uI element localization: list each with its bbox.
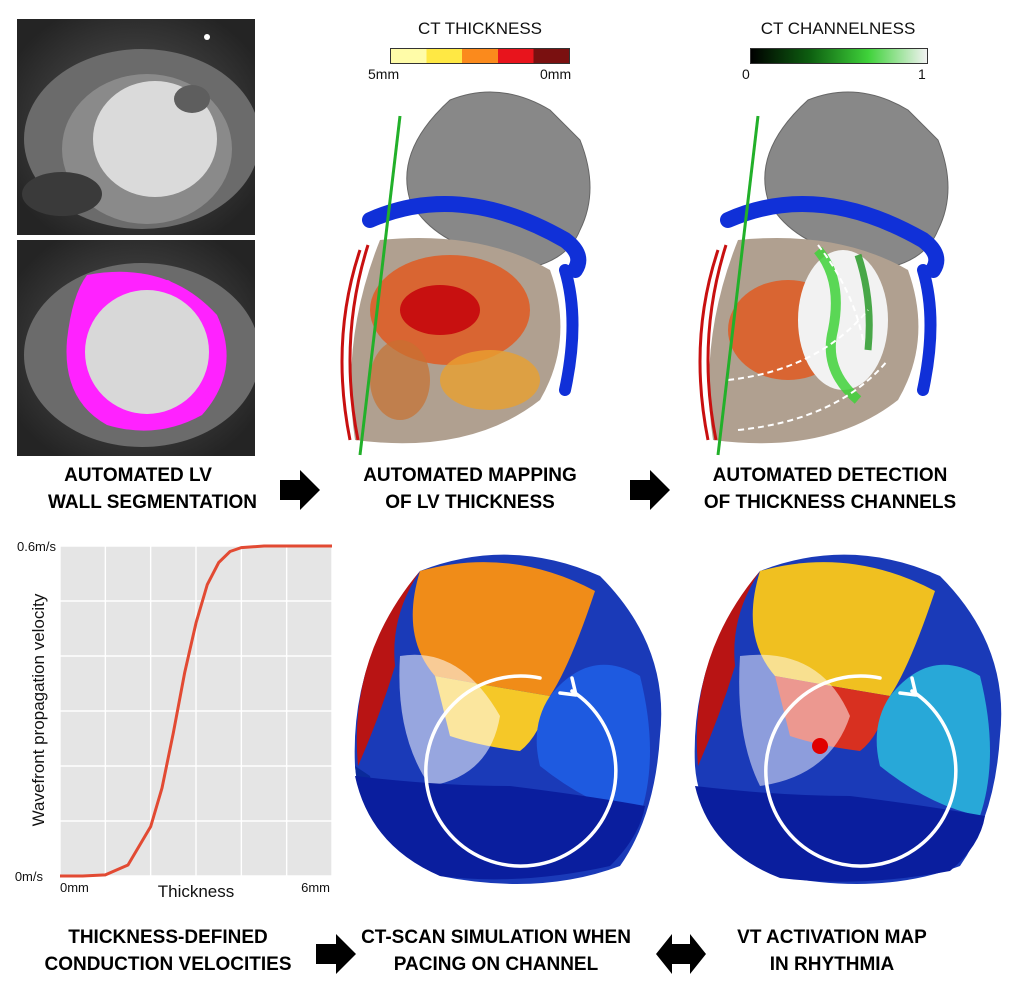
channelness-colorbar-max: 1	[918, 66, 926, 82]
caption-velocities: THICKNESS-DEFINED CONDUCTION VELOCITIES	[38, 924, 298, 978]
caption-velocities-line1: THICKNESS-DEFINED	[68, 927, 268, 948]
right-arrow-icon	[280, 470, 320, 510]
ct-slice-segmented	[17, 240, 255, 456]
thickness-colorbar-min: 5mm	[368, 66, 400, 82]
caption-simulation: CT-SCAN SIMULATION WHEN PACING ON CHANNE…	[356, 924, 636, 978]
caption-velocities-line2: CONDUCTION VELOCITIES	[44, 954, 292, 975]
heart-thickness-map	[340, 91, 591, 456]
y-tick-label: 0.6m/s	[17, 539, 57, 554]
thickness-colorbar-title: CT THICKNESS	[417, 19, 543, 38]
right-arrow-icon	[316, 934, 356, 974]
caption-simulation-line2: PACING ON CHANNEL	[393, 954, 599, 975]
caption-detection-line1: AUTOMATED DETECTION	[712, 465, 948, 486]
caption-mapping: AUTOMATED MAPPING OF LV THICKNESS	[340, 462, 600, 516]
caption-segmentation-line2: WALL SEGMENTATION	[48, 492, 257, 513]
x-tick-label: 0mm	[60, 880, 89, 895]
heart-channels-map	[698, 91, 949, 456]
caption-detection-line2: OF THICKNESS CHANNELS	[703, 492, 957, 513]
ct-slice-raw	[17, 19, 255, 235]
channelness-colorbar-title: CT CHANNELNESS	[760, 19, 916, 38]
caption-mapping-line2: OF LV THICKNESS	[385, 492, 555, 513]
caption-segmentation: AUTOMATED LV WALL SEGMENTATION	[48, 462, 257, 516]
thickness-colorbar-max: 0mm	[540, 66, 572, 82]
caption-activation: VT ACTIVATION MAP IN RHYTHMIA	[712, 924, 952, 978]
chart-ylabel: Wavefront propagation velocity	[29, 593, 48, 826]
caption-activation-line2: IN RHYTHMIA	[769, 954, 895, 975]
channelness-colorbar	[750, 48, 928, 64]
right-arrow-icon	[630, 470, 670, 510]
ct-slice-raw-image	[17, 19, 255, 235]
ct-slice-segmented-image	[17, 240, 255, 456]
caption-activation-line1: VT ACTIVATION MAP	[737, 927, 927, 948]
channelness-colorbar-min: 0	[742, 66, 750, 82]
caption-mapping-line1: AUTOMATED MAPPING	[363, 465, 577, 486]
x-tick-label: 6mm	[301, 880, 330, 895]
thickness-colorbar	[390, 48, 570, 64]
simulation-heart-map	[354, 554, 662, 884]
velocity-curve	[60, 544, 332, 878]
double-arrow-icon	[656, 934, 706, 974]
velocity-chart: Wavefront propagation velocity Thickness…	[15, 539, 333, 901]
caption-detection: AUTOMATED DETECTION OF THICKNESS CHANNEL…	[690, 462, 970, 516]
y-tick-label: 0m/s	[15, 869, 44, 884]
caption-segmentation-line1: AUTOMATED LV	[64, 465, 212, 486]
vt-activation-map	[694, 554, 1002, 884]
chart-xlabel: Thickness	[158, 882, 235, 901]
caption-simulation-line1: CT-SCAN SIMULATION WHEN	[361, 927, 631, 948]
